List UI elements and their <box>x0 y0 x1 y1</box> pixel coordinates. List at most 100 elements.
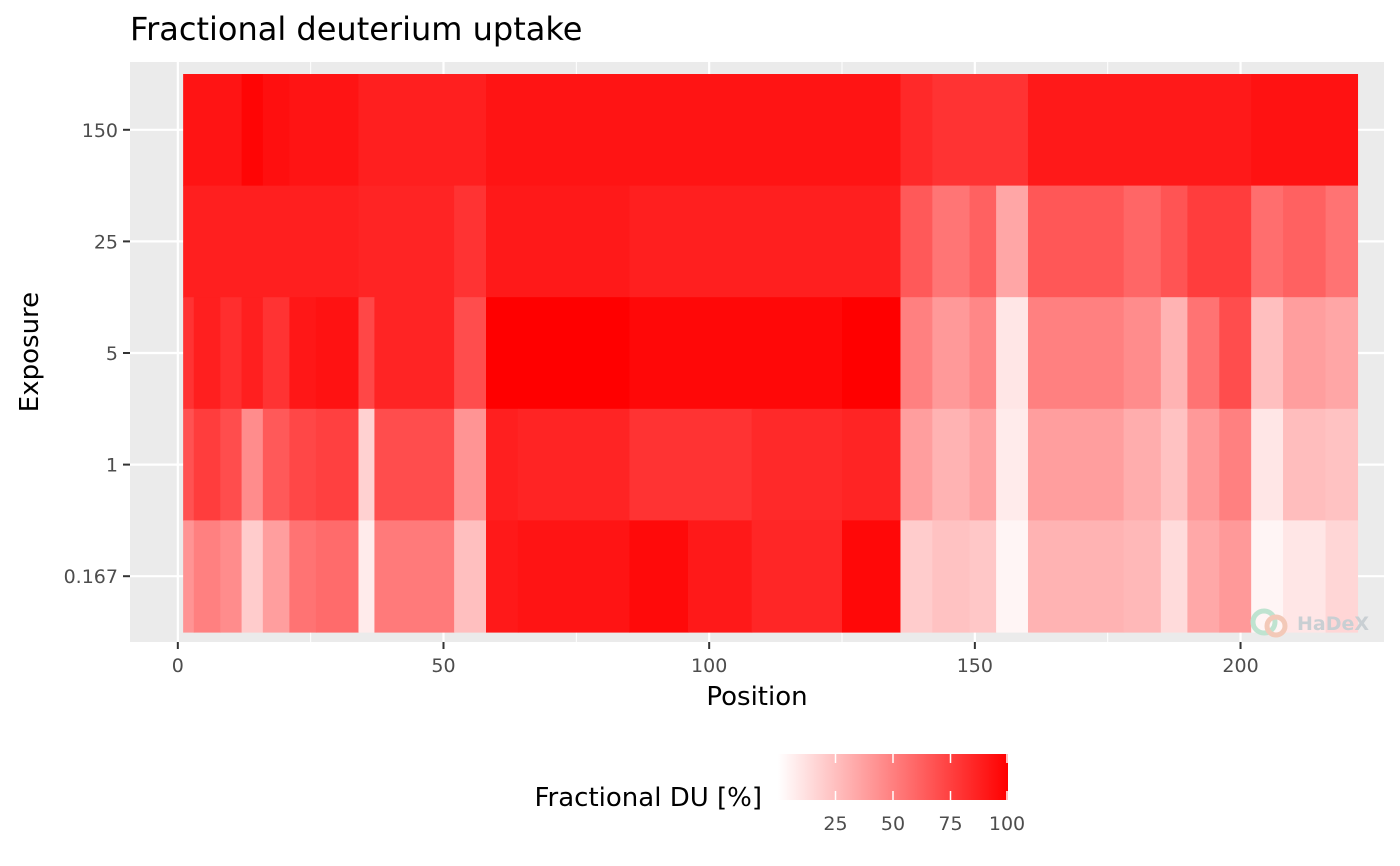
heatmap-cell <box>241 408 264 521</box>
heatmap-cell <box>241 520 264 633</box>
heatmap-cell <box>289 408 317 521</box>
heatmap-cell <box>193 297 221 410</box>
y-tick-label: 0.167 <box>64 566 118 588</box>
heatmap-cell <box>969 297 997 410</box>
heatmap-cell <box>1219 408 1252 521</box>
heatmap-cell <box>315 520 360 633</box>
heatmap-cell <box>358 408 376 521</box>
heatmap-cell <box>900 74 933 187</box>
color-legend: Fractional DU [%] 25 50 75 100 <box>534 754 1025 835</box>
heatmap-cell <box>183 297 195 410</box>
heatmap-cell <box>969 185 997 298</box>
heatmap-cell <box>289 74 360 187</box>
heatmap-cell <box>996 520 1029 633</box>
heatmap-cell <box>1283 297 1327 410</box>
x-tick-label: 100 <box>691 655 727 677</box>
heatmap-cell <box>629 520 689 633</box>
heatmap-cell <box>1123 185 1162 298</box>
heatmap-cell <box>1123 297 1162 410</box>
heatmap-cell <box>486 408 519 521</box>
legend-tick-label: 25 <box>823 813 847 835</box>
heatmap-cell <box>1027 408 1125 521</box>
heatmap-cell <box>1160 185 1188 298</box>
heatmap-cell <box>751 520 843 633</box>
heatmap-cell <box>932 74 1029 187</box>
heatmap-cell <box>1251 74 1359 187</box>
heatmap-cell <box>1325 408 1359 521</box>
heatmap-cell <box>1187 297 1220 410</box>
heatmap-cell <box>262 520 291 633</box>
heatmap-cell <box>1027 520 1125 633</box>
heatmap-cell <box>262 297 291 410</box>
heatmap-cell <box>454 297 487 410</box>
heatmap-cell <box>1187 408 1220 521</box>
heatmap-cell <box>241 74 264 187</box>
hadex-logo-icon <box>1250 608 1288 638</box>
heatmap-cell <box>517 408 631 521</box>
heatmap-cell <box>1283 520 1327 633</box>
y-axis: 0.167 1 5 25 150 <box>64 120 130 588</box>
heatmap-cell <box>289 520 317 633</box>
heatmap-cell <box>183 520 195 633</box>
heatmap-cell <box>1325 185 1359 298</box>
heatmap-cell <box>1027 185 1125 298</box>
heatmap-cell <box>751 408 843 521</box>
x-axis: 0 50 100 150 200 <box>172 642 1259 677</box>
heatmap-cell <box>358 297 376 410</box>
heatmap-cell <box>358 520 376 633</box>
heatmap-cell <box>900 520 933 633</box>
heatmap-cell <box>996 185 1029 298</box>
heatmap-cell <box>289 297 317 410</box>
heatmap-cell <box>486 185 631 298</box>
legend-ticks: 25 50 75 100 <box>823 754 1025 835</box>
legend-title: Fractional DU [%] <box>534 783 762 813</box>
y-tick-label: 1 <box>106 455 118 477</box>
y-tick-label: 5 <box>106 343 118 365</box>
heatmap-cell <box>220 408 243 521</box>
heatmap-cell <box>996 297 1029 410</box>
heatmap-cell <box>183 185 360 298</box>
heatmap-cell <box>193 520 221 633</box>
heatmap-cell <box>900 185 933 298</box>
heatmap-cell <box>969 520 997 633</box>
heatmap-cell <box>1187 185 1252 298</box>
heatmap-cell <box>900 408 933 521</box>
heatmap-cell <box>315 297 360 410</box>
heatmap-cell <box>687 520 753 633</box>
hadex-watermark: HaDeX <box>1250 608 1369 638</box>
heatmap-cell <box>969 408 997 521</box>
heatmap-cell <box>1123 520 1162 633</box>
heatmap-cell <box>1219 520 1252 633</box>
heatmap-cell <box>1187 520 1220 633</box>
heatmap-cell <box>900 297 933 410</box>
heatmap-cell <box>358 74 487 187</box>
heatmap-cell <box>454 408 487 521</box>
heatmap-cell <box>241 297 264 410</box>
heatmap-cell <box>1283 185 1327 298</box>
heatmap-cell <box>315 408 360 521</box>
heatmap-cell <box>1219 297 1252 410</box>
x-tick-label: 200 <box>1222 655 1258 677</box>
heatmap-cell <box>374 520 455 633</box>
heatmap-cell <box>454 520 487 633</box>
heatmap-cell <box>932 185 971 298</box>
heatmap-cells <box>183 74 1359 633</box>
heatmap-cell <box>1160 408 1188 521</box>
heatmap-cell <box>262 408 291 521</box>
heatmap-cell <box>996 408 1029 521</box>
y-tick-label: 25 <box>94 231 118 253</box>
chart-title: Fractional deuterium uptake <box>130 10 582 48</box>
y-tick-label: 150 <box>82 120 118 142</box>
legend-tick-label: 100 <box>989 813 1025 835</box>
heatmap-cell <box>629 297 843 410</box>
watermark-text: HaDeX <box>1297 613 1369 635</box>
heatmap-cell <box>842 297 902 410</box>
heatmap-cell <box>1123 408 1162 521</box>
heatmap-cell <box>1325 297 1359 410</box>
heatmap-cell <box>262 74 291 187</box>
heatmap-cell <box>358 185 455 298</box>
heatmap-cell <box>220 297 243 410</box>
heatmap-cell <box>1251 408 1284 521</box>
heatmap-cell <box>374 408 455 521</box>
